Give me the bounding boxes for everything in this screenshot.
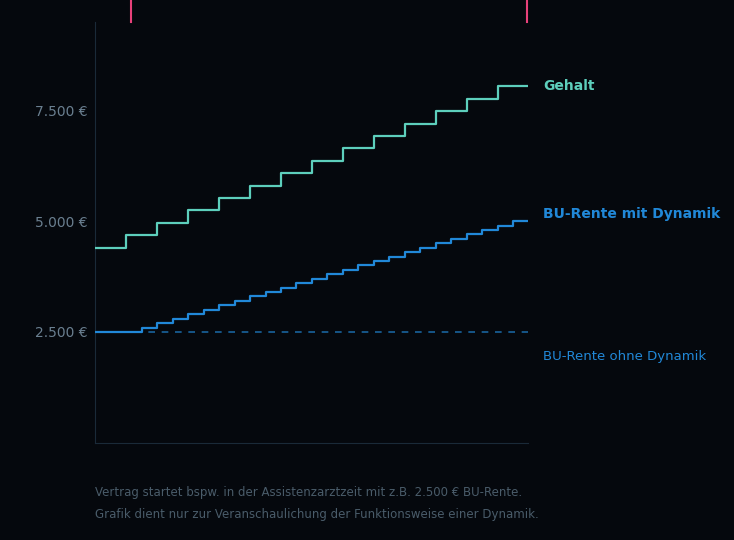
- Text: BU-Rente ohne Dynamik: BU-Rente ohne Dynamik: [543, 350, 706, 363]
- Text: BU-Rente mit Dynamik: BU-Rente mit Dynamik: [543, 207, 720, 221]
- Text: Gehalt: Gehalt: [543, 79, 595, 93]
- Text: Grafik dient nur zur Veranschaulichung der Funktionsweise einer Dynamik.: Grafik dient nur zur Veranschaulichung d…: [95, 508, 539, 521]
- Text: Vertrag startet bspw. in der Assistenzarztzeit mit z.B. 2.500 € BU-Rente.: Vertrag startet bspw. in der Assistenzar…: [95, 486, 523, 499]
